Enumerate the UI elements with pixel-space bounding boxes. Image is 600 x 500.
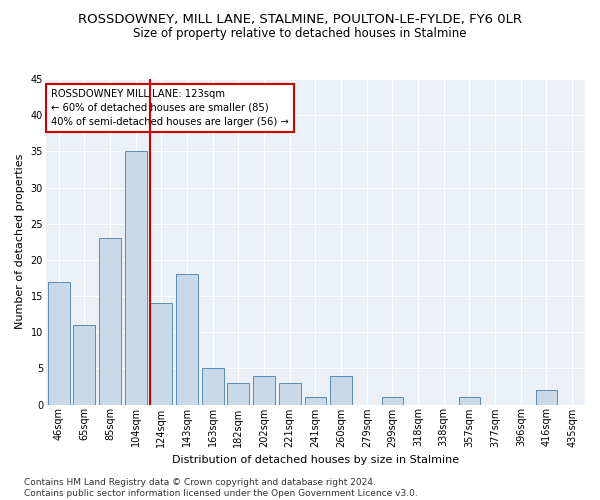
Bar: [125, 152, 146, 404]
Bar: [305, 398, 326, 404]
Bar: [151, 303, 172, 404]
Bar: [176, 274, 198, 404]
X-axis label: Distribution of detached houses by size in Stalmine: Distribution of detached houses by size …: [172, 455, 459, 465]
Bar: [202, 368, 224, 404]
Text: ROSSDOWNEY MILL LANE: 123sqm
← 60% of detached houses are smaller (85)
40% of se: ROSSDOWNEY MILL LANE: 123sqm ← 60% of de…: [51, 89, 289, 127]
Text: Contains HM Land Registry data © Crown copyright and database right 2024.
Contai: Contains HM Land Registry data © Crown c…: [24, 478, 418, 498]
Text: Size of property relative to detached houses in Stalmine: Size of property relative to detached ho…: [133, 28, 467, 40]
Y-axis label: Number of detached properties: Number of detached properties: [15, 154, 25, 330]
Bar: [458, 398, 481, 404]
Bar: [330, 376, 352, 404]
Bar: [48, 282, 70, 405]
Bar: [227, 383, 250, 404]
Bar: [73, 325, 95, 404]
Bar: [536, 390, 557, 404]
Bar: [253, 376, 275, 404]
Bar: [99, 238, 121, 404]
Text: ROSSDOWNEY, MILL LANE, STALMINE, POULTON-LE-FYLDE, FY6 0LR: ROSSDOWNEY, MILL LANE, STALMINE, POULTON…: [78, 12, 522, 26]
Bar: [382, 398, 403, 404]
Bar: [279, 383, 301, 404]
